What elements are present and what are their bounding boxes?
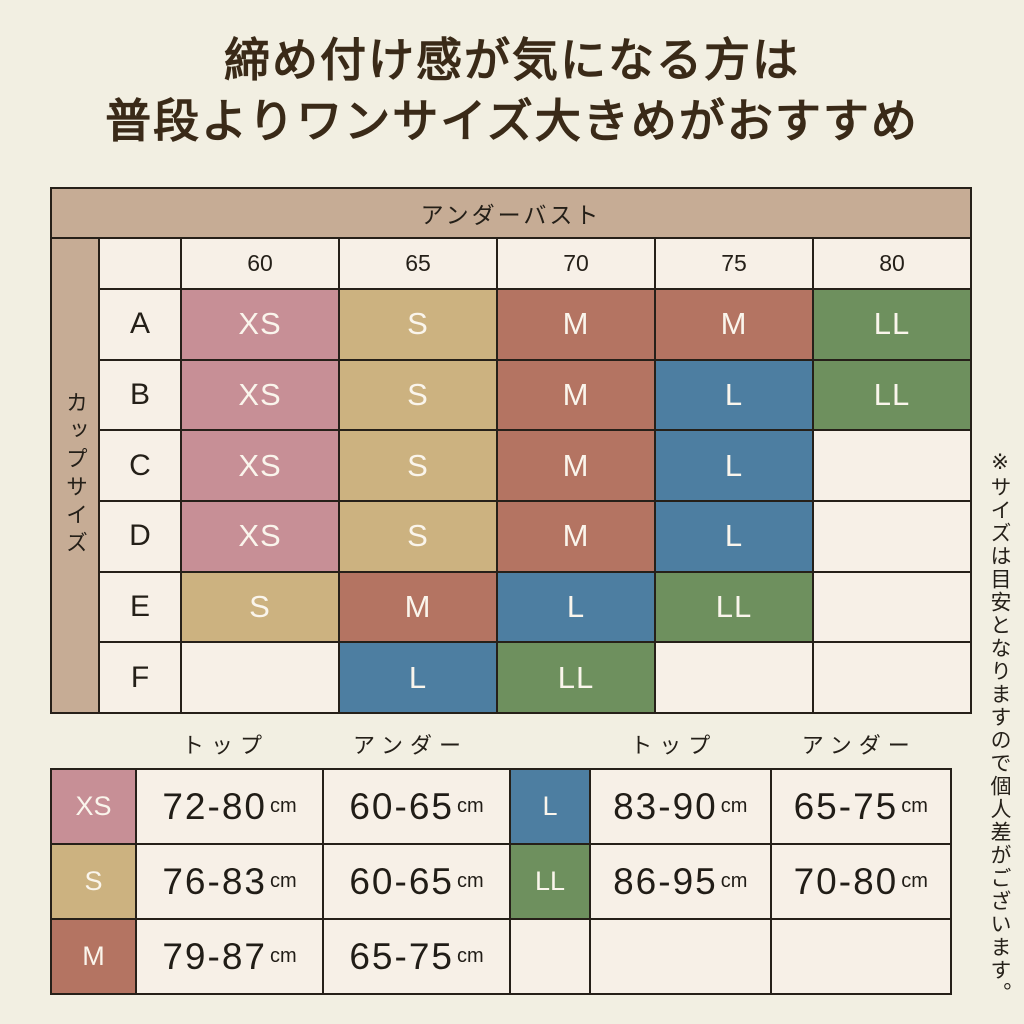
cup-row-label-e: E [100, 572, 180, 642]
under-value-empty [771, 920, 950, 993]
cup-row-label-d: D [100, 501, 180, 571]
size-cell-d-70: M [498, 501, 654, 571]
top-value-m: 79-87 cm [137, 920, 322, 993]
cup-row-label-f: F [100, 643, 180, 712]
cup-size-axis-label: カップサイズ [63, 391, 88, 560]
size-cell-a-75: M [656, 290, 812, 359]
size-label-xs: XS [52, 770, 135, 843]
size-cell-f-80 [814, 643, 970, 712]
size-cell-a-60: XS [182, 290, 338, 359]
top-value-s: 76-83 cm [137, 845, 322, 918]
under-value-s: 60-65 cm [324, 845, 509, 918]
top-header-left: トップ [181, 733, 269, 758]
size-cell-d-65: S [340, 501, 496, 571]
size-cell-c-60: XS [182, 431, 338, 500]
underbust-header: アンダーバスト [52, 189, 970, 237]
top-header-right: トップ [630, 733, 718, 758]
cup-row-label-a: A [100, 290, 180, 359]
size-cell-b-80: LL [814, 360, 970, 430]
page-title-line2: 普段よりワンサイズ大きめがおすすめ [105, 94, 919, 147]
size-cell-a-80: LL [814, 290, 970, 359]
size-cell-c-75: L [656, 431, 812, 500]
size-cell-c-65: S [340, 431, 496, 500]
size-label-ll: LL [511, 845, 589, 918]
size-cell-e-80 [814, 572, 970, 642]
size-cell-d-80 [814, 501, 970, 571]
spacer [503, 724, 581, 764]
size-label-empty [511, 920, 589, 993]
size-cell-e-70: L [498, 572, 654, 642]
size-cell-f-75 [656, 643, 812, 712]
under-header-right: アンダー [801, 733, 917, 758]
size-cell-f-60 [182, 643, 338, 712]
size-label-l: L [511, 770, 589, 843]
cup-row-label-c: C [100, 431, 180, 500]
size-cell-c-70: M [498, 431, 654, 500]
size-label-m: M [52, 920, 135, 993]
top-value-l: 83-90 cm [591, 770, 770, 843]
size-cell-a-70: M [498, 290, 654, 359]
size-cell-f-70: LL [498, 643, 654, 712]
underbust-col-80: 80 [814, 239, 970, 288]
underbust-col-65: 65 [340, 239, 496, 288]
cup-size-axis: カップサイズ [52, 239, 98, 712]
size-cell-e-65: M [340, 572, 496, 642]
top-value-empty [591, 920, 770, 993]
size-cell-e-75: LL [656, 572, 812, 642]
top-value-ll: 86-95 cm [591, 845, 770, 918]
size-cell-a-65: S [340, 290, 496, 359]
page-title-line1: 締め付け感が気になる方は [224, 34, 800, 86]
spacer [50, 724, 133, 764]
under-value-m: 65-75 cm [324, 920, 509, 993]
size-cell-d-75: L [656, 501, 812, 571]
size-cell-f-65: L [340, 643, 496, 712]
size-cell-d-60: XS [182, 501, 338, 571]
measurement-column-headers: トップ アンダー トップ アンダー [50, 724, 952, 764]
size-cell-e-60: S [182, 572, 338, 642]
measurement-table: XS 72-80 cm 60-65 cm L 83-90 cm 65-75 cm S 7… [50, 768, 952, 995]
disclaimer-note: ※サイズは目安となりますので個人差がございます。 [988, 450, 1011, 1005]
underbust-col-60: 60 [182, 239, 338, 288]
size-cell-b-65: S [340, 360, 496, 430]
size-cell-b-70: M [498, 360, 654, 430]
size-cell-c-80 [814, 431, 970, 500]
size-cell-b-75: L [656, 360, 812, 430]
under-value-l: 65-75 cm [771, 770, 950, 843]
top-value-xs: 72-80 cm [137, 770, 322, 843]
underbust-col-70: 70 [498, 239, 654, 288]
cup-row-label-b: B [100, 360, 180, 430]
underbust-col-75: 75 [656, 239, 812, 288]
size-label-s: S [52, 845, 135, 918]
size-chart-table: アンダーバスト カップサイズ 60 65 70 75 80 A XS S M M… [50, 187, 972, 714]
page-title: 締め付け感が気になる方は 普段よりワンサイズ大きめがおすすめ [0, 30, 1024, 151]
size-cell-b-60: XS [182, 360, 338, 430]
under-value-xs: 60-65 cm [324, 770, 509, 843]
under-value-ll: 70-80 cm [771, 845, 950, 918]
under-header-left: アンダー [352, 733, 469, 758]
corner-cell [100, 239, 180, 288]
